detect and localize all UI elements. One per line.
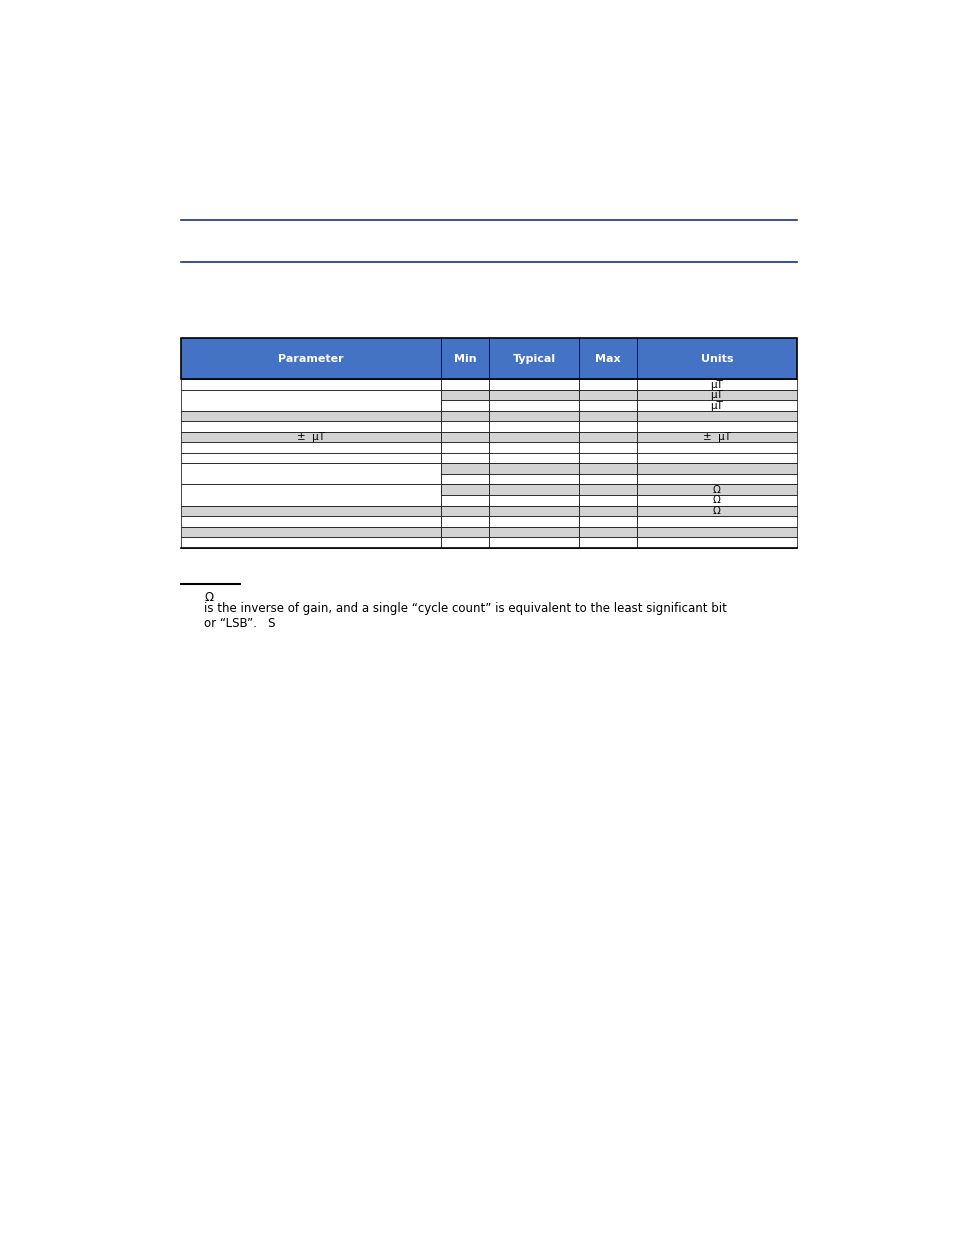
Bar xyxy=(488,432,578,442)
Bar xyxy=(180,537,440,547)
Bar xyxy=(440,411,488,421)
Bar xyxy=(637,379,797,390)
Text: ±  μT: ± μT xyxy=(296,432,324,442)
Text: Typical: Typical xyxy=(512,354,555,364)
Bar xyxy=(180,505,440,516)
Text: is the inverse of gain, and a single “cycle count” is equivalent to the least si: is the inverse of gain, and a single “cy… xyxy=(204,603,726,630)
Bar xyxy=(180,379,440,390)
Bar xyxy=(578,453,636,463)
Bar xyxy=(578,442,636,453)
Bar xyxy=(637,432,797,442)
Text: ±  μT: ± μT xyxy=(702,432,730,442)
Bar xyxy=(440,537,488,547)
Bar xyxy=(440,474,488,484)
Text: μT: μT xyxy=(710,390,722,400)
Text: Min: Min xyxy=(453,354,476,364)
Bar xyxy=(578,474,636,484)
Bar xyxy=(578,421,636,432)
Text: Max: Max xyxy=(595,354,620,364)
Bar xyxy=(180,484,440,505)
Text: μT: μT xyxy=(710,379,722,389)
Bar xyxy=(440,442,488,453)
Text: Parameter: Parameter xyxy=(277,354,343,364)
Bar xyxy=(488,537,578,547)
Bar xyxy=(637,505,797,516)
Bar xyxy=(488,421,578,432)
Text: Ω: Ω xyxy=(204,590,213,604)
Bar xyxy=(488,453,578,463)
Bar xyxy=(440,432,488,442)
Bar xyxy=(488,505,578,516)
Bar xyxy=(637,442,797,453)
Bar xyxy=(578,463,636,474)
Bar xyxy=(180,526,440,537)
Bar xyxy=(488,495,578,505)
Text: Ω: Ω xyxy=(712,495,720,505)
Bar xyxy=(578,411,636,421)
Bar xyxy=(578,379,636,390)
Bar xyxy=(637,421,797,432)
Bar xyxy=(578,400,636,411)
Bar xyxy=(578,484,636,495)
Bar xyxy=(637,484,797,495)
Bar xyxy=(440,495,488,505)
Bar xyxy=(440,421,488,432)
Bar xyxy=(578,505,636,516)
Bar xyxy=(180,421,440,432)
Bar xyxy=(488,411,578,421)
Bar xyxy=(180,411,440,421)
Bar xyxy=(180,442,440,453)
Bar xyxy=(637,411,797,421)
Bar xyxy=(180,432,440,442)
Bar xyxy=(440,505,488,516)
Bar xyxy=(180,463,440,484)
Bar xyxy=(440,400,488,411)
Bar xyxy=(440,463,488,474)
Bar xyxy=(578,432,636,442)
Bar xyxy=(637,400,797,411)
Text: Ω: Ω xyxy=(712,485,720,495)
Text: μT: μT xyxy=(710,400,722,410)
Bar xyxy=(488,516,578,526)
Bar xyxy=(488,484,578,495)
Bar xyxy=(578,537,636,547)
Bar xyxy=(488,400,578,411)
Bar xyxy=(488,379,578,390)
Bar xyxy=(180,516,440,526)
Bar xyxy=(637,516,797,526)
Bar xyxy=(578,390,636,400)
Bar xyxy=(488,474,578,484)
Bar xyxy=(180,453,440,463)
Bar xyxy=(488,442,578,453)
Bar xyxy=(578,526,636,537)
Bar xyxy=(578,516,636,526)
Bar xyxy=(488,526,578,537)
Bar xyxy=(637,453,797,463)
Bar xyxy=(637,390,797,400)
Bar xyxy=(637,537,797,547)
Text: Units: Units xyxy=(700,354,733,364)
Bar xyxy=(637,474,797,484)
Bar xyxy=(440,516,488,526)
Bar xyxy=(488,390,578,400)
Bar xyxy=(637,495,797,505)
Bar xyxy=(440,453,488,463)
Bar xyxy=(440,526,488,537)
Bar xyxy=(440,379,488,390)
Bar xyxy=(180,390,440,411)
Bar xyxy=(440,390,488,400)
Bar xyxy=(578,495,636,505)
Bar xyxy=(180,338,797,379)
Bar xyxy=(637,526,797,537)
Bar xyxy=(637,463,797,474)
Bar xyxy=(440,484,488,495)
Bar xyxy=(488,463,578,474)
Text: Ω: Ω xyxy=(712,506,720,516)
